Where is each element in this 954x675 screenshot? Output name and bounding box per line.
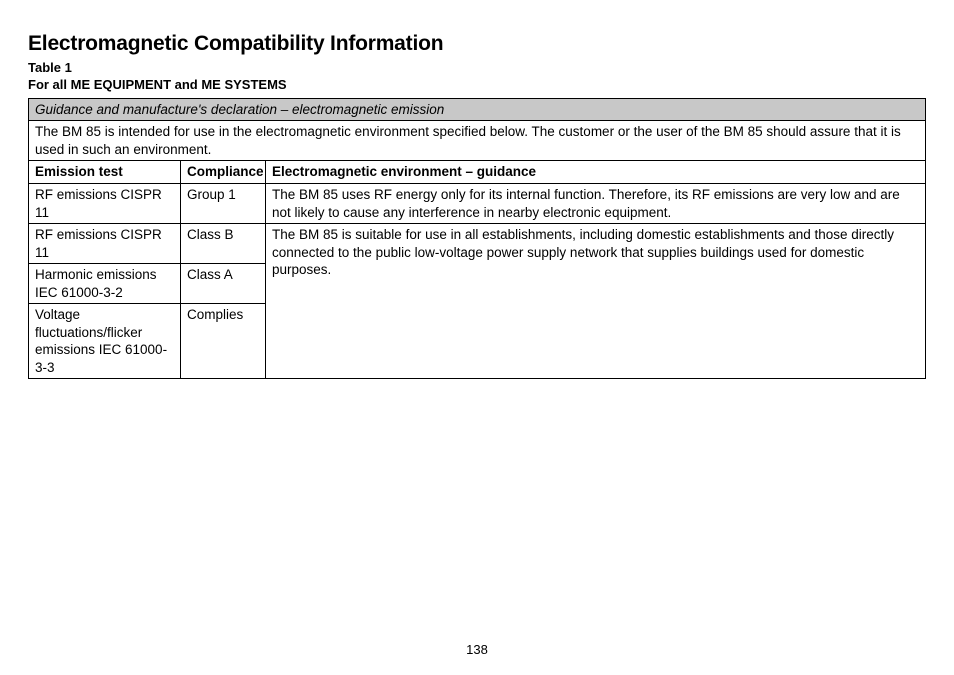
cell-compliance: Class A	[181, 264, 266, 304]
emc-emission-table: Guidance and manufacture's declaration –…	[28, 98, 926, 380]
col-header-emission-test: Emission test	[29, 161, 181, 184]
cell-compliance: Complies	[181, 304, 266, 379]
table-intro-cell: The BM 85 is intended for use in the ele…	[29, 121, 926, 161]
cell-guidance: The BM 85 uses RF energy only for its in…	[266, 183, 926, 223]
cell-emission-test: Voltage fluctuations/flicker emissions I…	[29, 304, 181, 379]
cell-guidance: The BM 85 is suitable for use in all est…	[266, 224, 926, 379]
cell-compliance: Group 1	[181, 183, 266, 223]
table-number-label: Table 1	[28, 60, 926, 77]
table-subheading: For all ME EQUIPMENT and ME SYSTEMS	[28, 77, 926, 94]
cell-compliance: Class B	[181, 224, 266, 264]
table-banner-cell: Guidance and manufacture's declaration –…	[29, 98, 926, 121]
table-header-row: Emission test Compliance Electromagnetic…	[29, 161, 926, 184]
cell-emission-test: RF emissions CISPR 11	[29, 183, 181, 223]
cell-emission-test: RF emissions CISPR 11	[29, 224, 181, 264]
table-row: RF emissions CISPR 11 Class B The BM 85 …	[29, 224, 926, 264]
table-intro-row: The BM 85 is intended for use in the ele…	[29, 121, 926, 161]
table-banner-row: Guidance and manufacture's declaration –…	[29, 98, 926, 121]
col-header-compliance: Compliance	[181, 161, 266, 184]
col-header-environment: Electromagnetic environment – guidance	[266, 161, 926, 184]
page-title: Electromagnetic Compatibility Informatio…	[28, 32, 926, 56]
document-page: Electromagnetic Compatibility Informatio…	[0, 0, 954, 675]
table-row: RF emissions CISPR 11 Group 1 The BM 85 …	[29, 183, 926, 223]
cell-emission-test: Harmonic emissions IEC 61000-3-2	[29, 264, 181, 304]
page-number: 138	[0, 642, 954, 657]
